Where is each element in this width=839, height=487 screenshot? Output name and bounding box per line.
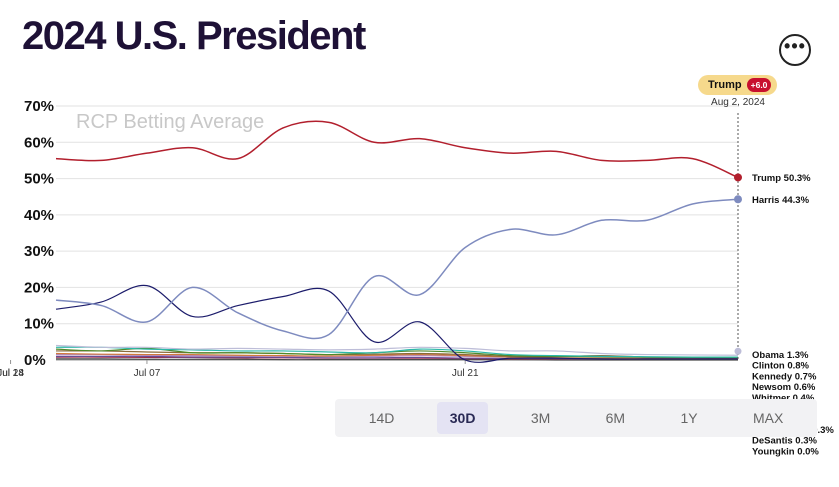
end-marker-harris [734,195,742,204]
y-tick-label: 40% [24,207,54,224]
time-range-selector: 14D 30D 3M 6M 1Y MAX [335,399,817,437]
end-markers [734,173,742,355]
end-label-desantis: DeSantis 0.3% [752,436,817,447]
series-line-trump [55,120,739,179]
y-tick-label: 70% [24,98,54,115]
range-button-6m[interactable]: 6M [605,410,626,426]
end-label-whitmer: Whitmer 0.4% [752,393,815,404]
end-label-obama: Obama 1.3% [752,350,809,361]
range-button-1y[interactable]: 1Y [680,410,698,426]
end-label-kennedy: Kennedy 0.7% [752,371,817,382]
series-line-obama [55,344,739,356]
range-button-3m[interactable]: 3M [530,410,551,426]
y-tick-label: 10% [24,316,54,333]
range-button-max[interactable]: MAX [752,410,784,426]
end-label-harris: Harris 44.3% [752,195,810,206]
series-line-clinton [55,346,739,358]
page-title: 2024 U.S. President [22,14,366,58]
end-label-clinton: Clinton 0.8% [752,361,810,372]
series-line-harris [55,198,739,340]
y-tick-label: 30% [24,243,54,260]
y-tick-label: 50% [24,171,54,188]
hover-date: Aug 2, 2024 [711,97,765,108]
x-tick-label: Jul 14 [0,368,24,379]
more-horizontal-icon: ••• [784,36,806,56]
tooltip-candidate: Trump [708,79,742,91]
chart-grid [56,105,738,361]
x-axis: Jul 07 Jul 14 Jul 21 Jul 28 [0,360,479,379]
x-tick-label: Jul 07 [134,368,161,379]
range-button-30d[interactable]: 30D [436,402,489,434]
end-label-youngkin: Youngkin 0.0% [752,446,819,457]
end-label-newsom: Newsom 0.6% [752,382,816,393]
spread-tooltip: Trump +6.0 [698,75,778,95]
y-axis: 0% 10% 20% 30% 40% 50% 60% 70% [24,98,54,369]
y-tick-label: 0% [24,352,46,369]
series-line-whitmer [55,352,739,360]
range-button-14d[interactable]: 14D [368,410,395,426]
x-tick-label: Jul 28 [0,368,24,379]
end-marker-obama [734,347,742,355]
series-lines [55,120,739,363]
series-line-youngkin [55,358,738,361]
more-options-button[interactable]: ••• [779,34,811,66]
end-label-trump: Trump 50.3% [752,173,811,184]
end-marker-trump [734,173,742,182]
tooltip-spread: +6.0 [746,78,772,92]
chart-title: RCP Betting Average [76,111,264,133]
y-tick-label: 20% [24,279,54,296]
x-tick-label: Jul 21 [452,368,479,379]
y-tick-label: 60% [24,134,54,151]
